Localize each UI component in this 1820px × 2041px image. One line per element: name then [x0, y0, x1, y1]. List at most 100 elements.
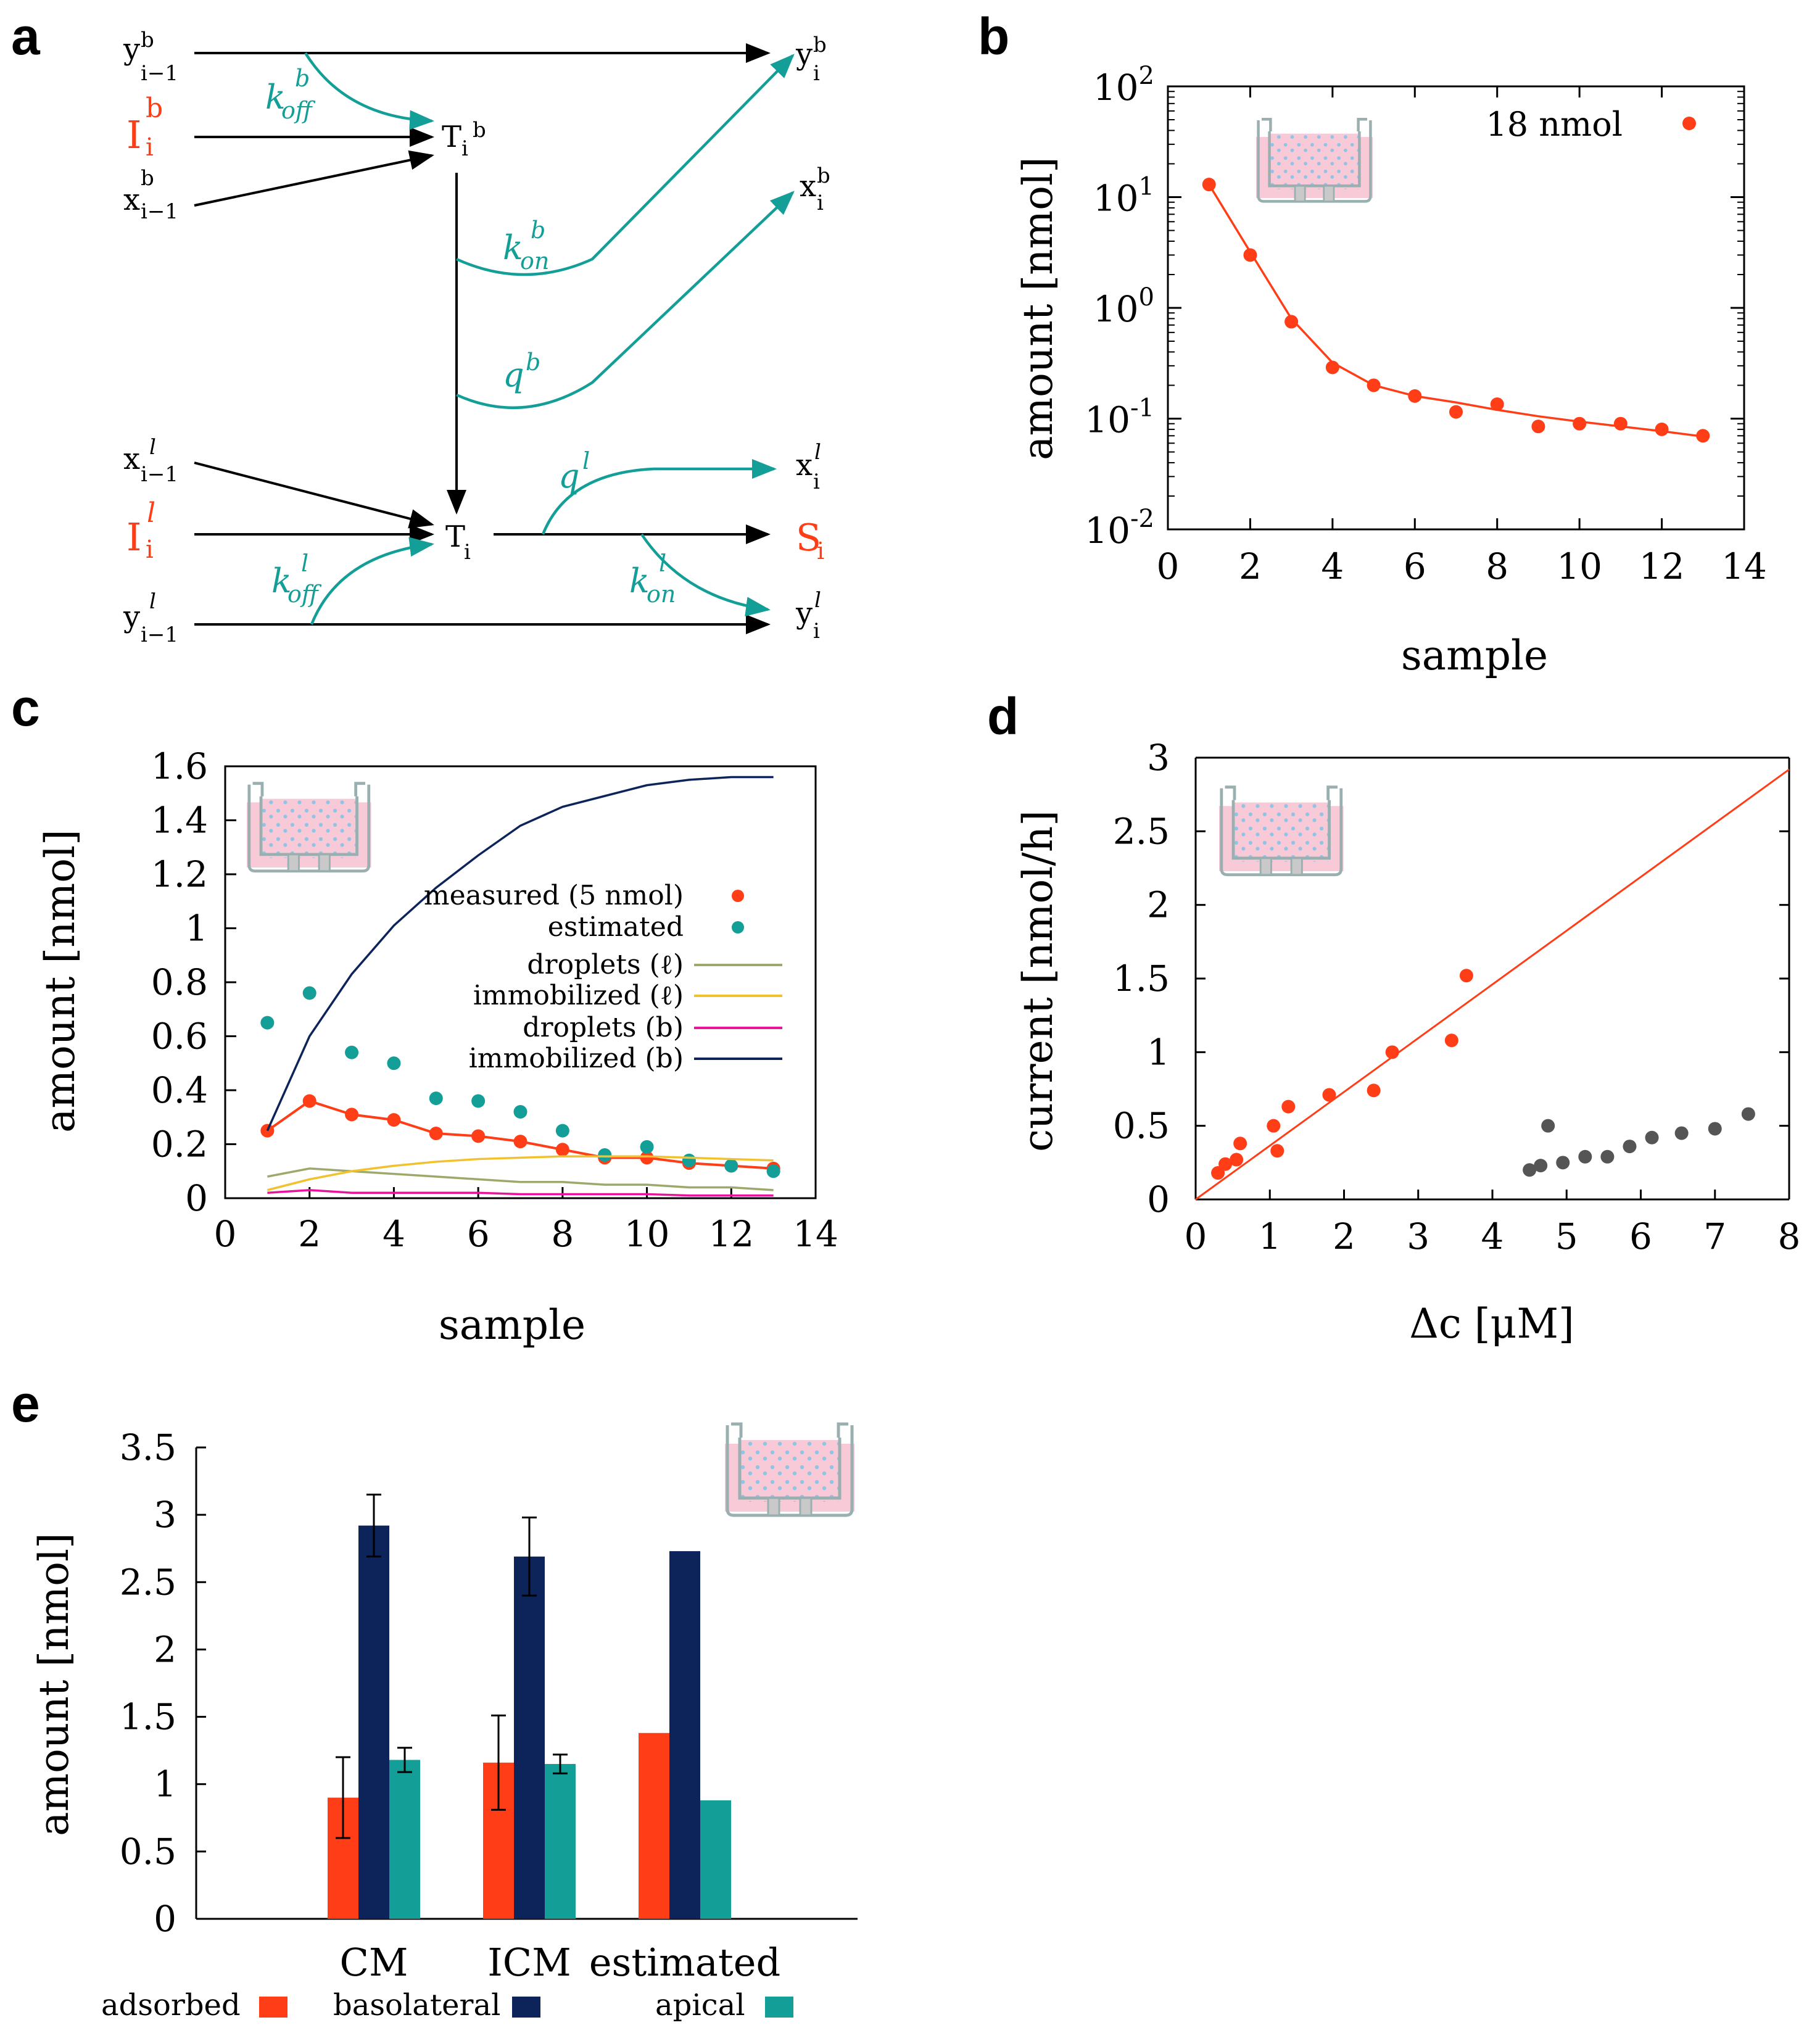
beaker-icon: [725, 1424, 854, 1515]
beaker-icon: [1256, 119, 1373, 201]
svg-text:on: on: [520, 247, 549, 275]
svg-text:y: y: [795, 37, 813, 72]
svg-text:l: l: [147, 497, 155, 529]
legend-label: adsorbed: [101, 1988, 241, 2022]
x-tick-label: 10: [624, 1213, 670, 1255]
x-tick-label: 4: [383, 1213, 405, 1255]
x-tick-label: 0: [1157, 545, 1180, 587]
bar: [358, 1525, 389, 1919]
data-point: [302, 986, 316, 1000]
y-tick-label: 3: [154, 1494, 176, 1536]
category-label: estimated: [589, 1940, 780, 1985]
data-point: [1281, 1099, 1296, 1114]
legend-marker: [732, 890, 744, 902]
node-x-b: x b i: [800, 164, 830, 215]
x-tick-label: 7: [1703, 1215, 1726, 1257]
legend-swatch: [765, 1997, 793, 2018]
svg-text:x: x: [800, 169, 816, 204]
legend-label: immobilized (ℓ): [473, 980, 684, 1011]
svg-text:y: y: [123, 600, 140, 634]
series-line: [267, 1155, 774, 1191]
data-point: [471, 1094, 486, 1108]
data-point: [471, 1129, 486, 1143]
data-point: [429, 1091, 443, 1106]
svg-text:k: k: [271, 561, 292, 600]
y-tick-label: 2: [1147, 884, 1170, 926]
node-I-l: I l i: [126, 497, 155, 564]
y-tick-label: 0: [154, 1898, 176, 1940]
svg-text:q: q: [558, 457, 580, 495]
node-S: S i: [796, 516, 824, 565]
svg-text:I: I: [126, 112, 142, 157]
data-point: [1741, 1107, 1755, 1121]
data-point: [555, 1124, 569, 1138]
data-point: [1534, 1159, 1548, 1173]
data-point: [260, 1016, 275, 1030]
curve-koff-b: [304, 52, 434, 130]
data-point: [1230, 1153, 1244, 1167]
svg-text:k: k: [265, 78, 286, 117]
node-y-b-prev: y b i−1: [123, 28, 178, 86]
rate-kon-b: k on b: [503, 217, 549, 275]
node-y-l: y l i: [795, 588, 821, 644]
y-tick-label: 100: [1093, 283, 1154, 330]
data-point: [1367, 378, 1381, 392]
y-axis-label: current [nmol/h]: [1014, 810, 1062, 1152]
legend-label: measured (5 nmol): [424, 880, 684, 911]
panel-label-e: e: [11, 1375, 40, 1433]
panel-label-a: a: [11, 7, 41, 65]
x-tick-label: 14: [793, 1213, 838, 1255]
x-tick-label: 0: [214, 1213, 237, 1255]
data-point: [1523, 1163, 1537, 1177]
svg-text:q: q: [503, 355, 524, 394]
legend-label: apical: [655, 1988, 745, 2022]
legend-label: immobilized (b): [469, 1043, 684, 1074]
data-point: [1674, 1126, 1689, 1140]
legend-swatch: [512, 1997, 540, 2018]
y-tick-label: 1.5: [120, 1696, 176, 1738]
svg-text:b: b: [531, 217, 545, 244]
bar: [545, 1763, 576, 1919]
x-axis-label: Δc [μM]: [1409, 1300, 1574, 1348]
svg-text:i: i: [813, 61, 820, 86]
chart-e: 0 0.5 1 1.5 2 2.5 3 3.5 amount [nmol] CM ICM estima…: [30, 1424, 858, 2022]
data-point: [387, 1056, 401, 1070]
data-point: [682, 1153, 696, 1167]
y-tick-label: 102: [1093, 62, 1154, 109]
curve-kon-l: [640, 533, 771, 617]
data-point: [1556, 1156, 1570, 1170]
legend-label: droplets (ℓ): [527, 949, 684, 980]
svg-text:T: T: [442, 120, 461, 154]
curve-q-l: [541, 459, 777, 535]
chart-b: 0 2 4 6 8 10 12 14 102 101 100 10-1 10-2 sample amount…: [1014, 62, 1767, 679]
svg-text:i: i: [146, 133, 154, 162]
svg-text:off: off: [281, 97, 316, 124]
y-tick-label: 10-1: [1085, 394, 1154, 441]
svg-text:b: b: [526, 349, 540, 376]
x-tick-label: 1: [1259, 1215, 1281, 1257]
curve-koff-l: [310, 537, 434, 625]
rate-koff-b: k off b: [265, 65, 316, 124]
data-point: [1449, 405, 1463, 419]
y-tick-label: 3: [1147, 737, 1170, 779]
data-point: [1541, 1119, 1555, 1133]
y-axis-label: amount [nmol]: [1014, 157, 1062, 460]
data-point: [345, 1045, 359, 1059]
node-T: T i: [445, 520, 471, 565]
legend-marker: [732, 921, 744, 934]
x-tick-label: 6: [1629, 1215, 1652, 1257]
data-point: [387, 1113, 401, 1127]
x-tick-label: 14: [1721, 545, 1767, 587]
y-tick-label: 1.4: [151, 800, 208, 842]
data-point: [1490, 397, 1504, 412]
series-line: [266, 776, 774, 1132]
data-point: [1270, 1144, 1284, 1158]
svg-text:i: i: [817, 191, 824, 215]
svg-text:i−1: i−1: [141, 462, 178, 487]
data-point: [1243, 248, 1257, 262]
arrow-xl-to-T: [194, 462, 434, 529]
svg-text:b: b: [473, 118, 486, 143]
x-tick-label: 2: [1333, 1215, 1355, 1257]
data-point: [1531, 420, 1545, 434]
data-point: [1367, 1083, 1381, 1098]
